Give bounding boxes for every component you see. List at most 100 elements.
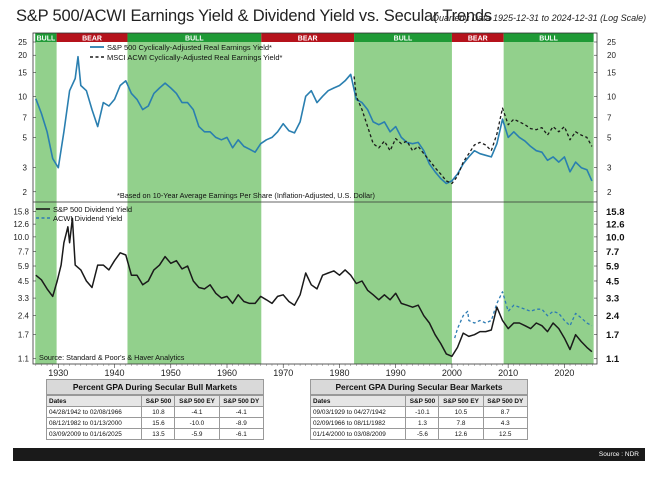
bull-table-grid: Dates S&P 500 S&P 500 EY S&P 500 DY 04/28/1… (45, 395, 264, 440)
ey-tick-label-right: 5 (607, 133, 612, 142)
bull-header-0: Dates (45, 395, 143, 407)
plot-frame (32, 32, 598, 365)
x-tick-label: 1930 (48, 368, 68, 378)
bear-header-3: S&P 500 DY (482, 395, 528, 407)
bear-cell-2-0: 01/14/2000 to 03/08/2009 (309, 428, 407, 440)
ey-tick-label-right: 25 (607, 38, 616, 47)
regime-label-2: BULL (185, 36, 204, 43)
regime-label-0: BULL (37, 36, 56, 43)
bull-cell-0-3: -4.1 (218, 406, 264, 418)
regime-label-1: BEAR (82, 36, 102, 43)
bull-cell-0-0: 04/28/1942 to 02/08/1966 (45, 406, 143, 418)
ey-legend: S&P 500 Cyclically-Adjusted Real Earning… (90, 43, 283, 62)
bull-cell-2-2: -5.9 (174, 428, 220, 440)
regime-label-bg-1 (56, 33, 128, 42)
dy-tick-label-right: 15.8 (606, 207, 625, 218)
dy-tick-label-left: 4.5 (18, 277, 30, 286)
bull-cell-1-0: 08/12/1982 to 01/13/2000 (45, 417, 143, 429)
bull-cell-2-3: -6.1 (218, 428, 264, 440)
dy-tick-label-left: 12.6 (13, 220, 29, 229)
ey-tick-label-right: 15 (607, 68, 616, 77)
bull-header-2: S&P 500 EY (174, 395, 220, 407)
regime-label-6: BULL (539, 36, 558, 43)
bull-band-0 (35, 42, 57, 364)
bull-markets-table: Percent GPA During Secular Bull Markets … (45, 379, 264, 440)
bear-cell-0-1: -10.1 (405, 406, 440, 418)
ey-tick-label-left: 5 (23, 133, 28, 142)
bull-header-3: S&P 500 DY (218, 395, 264, 407)
x-tick-label: 2000 (442, 368, 462, 378)
ey-tick-label-left: 15 (18, 68, 27, 77)
bull-cell-1-2: -10.0 (174, 417, 220, 429)
dy-tick-label-left: 1.1 (18, 355, 30, 364)
dy-tick-label-right: 7.7 (606, 247, 619, 258)
legend-label-acwi-dy: ACWI Dividend Yield (53, 214, 122, 223)
ey-tick-label-left: 3 (23, 164, 28, 173)
legend-label-sp500-ey: S&P 500 Cyclically-Adjusted Real Earning… (107, 43, 272, 52)
bear-cell-0-2: 10.5 (438, 406, 484, 418)
x-tick-label: 1950 (161, 368, 181, 378)
chart-title: S&P 500/ACWI Earnings Yield & Dividend Y… (16, 7, 492, 25)
dy-tick-label-right: 2.4 (606, 311, 620, 322)
ey-tick-label-left: 25 (18, 38, 27, 47)
regime-label-bg-2 (127, 33, 262, 42)
bear-cell-1-3: 4.3 (482, 417, 528, 429)
dy-tick-label-right: 1.1 (606, 354, 620, 365)
dy-tick-label-right: 5.9 (606, 262, 619, 273)
dy-tick-label-right: 3.3 (606, 294, 619, 305)
ey-tick-label-right: 3 (607, 164, 612, 173)
legend-label-sp500-dy: S&P 500 Dividend Yield (53, 205, 132, 214)
bear-header-1: S&P 500 (405, 395, 440, 407)
regime-label-bg-4 (354, 33, 452, 42)
table-row: 09/03/1929 to 04/27/1942 -10.1 10.5 8.7 (309, 406, 528, 418)
x-tick-label: 1940 (105, 368, 125, 378)
regime-label-4: BULL (394, 36, 413, 43)
sp500-dy-line (35, 217, 593, 358)
bear-cell-0-0: 09/03/1929 to 04/27/1942 (309, 406, 407, 418)
acwi-dy-line (454, 291, 593, 339)
dy-tick-label-left: 5.9 (18, 262, 30, 271)
bear-cell-1-0: 02/09/1966 to 08/11/1982 (309, 417, 407, 429)
dy-tick-label-right: 1.7 (606, 330, 619, 341)
legend-label-acwi-ey: MSCI ACWI Cyclically-Adjusted Real Earni… (107, 53, 283, 62)
ey-tick-label-left: 10 (18, 92, 27, 101)
dy-tick-label-left: 15.8 (13, 208, 29, 217)
table-row: 01/14/2000 to 03/08/2009 -5.6 12.6 12.5 (309, 428, 528, 440)
dy-tick-label-left: 7.7 (18, 247, 30, 256)
bull-table-title: Percent GPA During Secular Bull Markets (46, 379, 264, 395)
x-tick-label: 1990 (386, 368, 406, 378)
bear-cell-1-2: 7.8 (438, 417, 484, 429)
bear-cell-2-1: -5.6 (405, 428, 440, 440)
x-tick-label: 2010 (498, 368, 518, 378)
bear-table-title: Percent GPA During Secular Bear Markets (310, 379, 528, 395)
bear-table-grid: Dates S&P 500 S&P 500 EY S&P 500 DY 09/03/1… (309, 395, 528, 440)
bear-header-2: S&P 500 EY (438, 395, 484, 407)
regime-label-5: BEAR (468, 36, 488, 43)
table-row: 03/09/2009 to 01/16/2025 13.5 -5.9 -6.1 (45, 428, 264, 440)
bear-cell-2-3: 12.5 (482, 428, 528, 440)
bull-cell-1-1: 15.6 (141, 417, 176, 429)
ey-footnote: *Based on 10-Year Average Earnings Per S… (117, 191, 375, 200)
ey-tick-label-left: 7 (23, 113, 28, 122)
table-row: 02/09/1966 to 08/11/1982 1.3 7.8 4.3 (309, 417, 528, 429)
bull-cell-0-1: 10.8 (141, 406, 176, 418)
x-tick-label: 1960 (217, 368, 237, 378)
footer-source: Source : NDR (598, 451, 639, 458)
bear-cell-0-3: 8.7 (482, 406, 528, 418)
dy-tick-label-left: 2.4 (18, 312, 30, 321)
bull-cell-0-2: -4.1 (174, 406, 220, 418)
regime-label-bg-0 (35, 33, 57, 42)
dy-source-note: Source: Standard & Poor's & Haver Analyt… (39, 353, 185, 362)
footer-bar: Source : NDR (13, 448, 645, 461)
bull-band-6 (503, 42, 594, 364)
dy-tick-label-right: 12.6 (606, 220, 625, 231)
acwi-ey-line (353, 76, 593, 185)
bear-cell-2-2: 12.6 (438, 428, 484, 440)
x-tick-label: 1980 (329, 368, 349, 378)
bull-header-1: S&P 500 (141, 395, 176, 407)
ey-tick-label-left: 20 (18, 51, 27, 60)
regime-label-bg-5 (451, 33, 504, 42)
regime-label-bg-6 (503, 33, 594, 42)
